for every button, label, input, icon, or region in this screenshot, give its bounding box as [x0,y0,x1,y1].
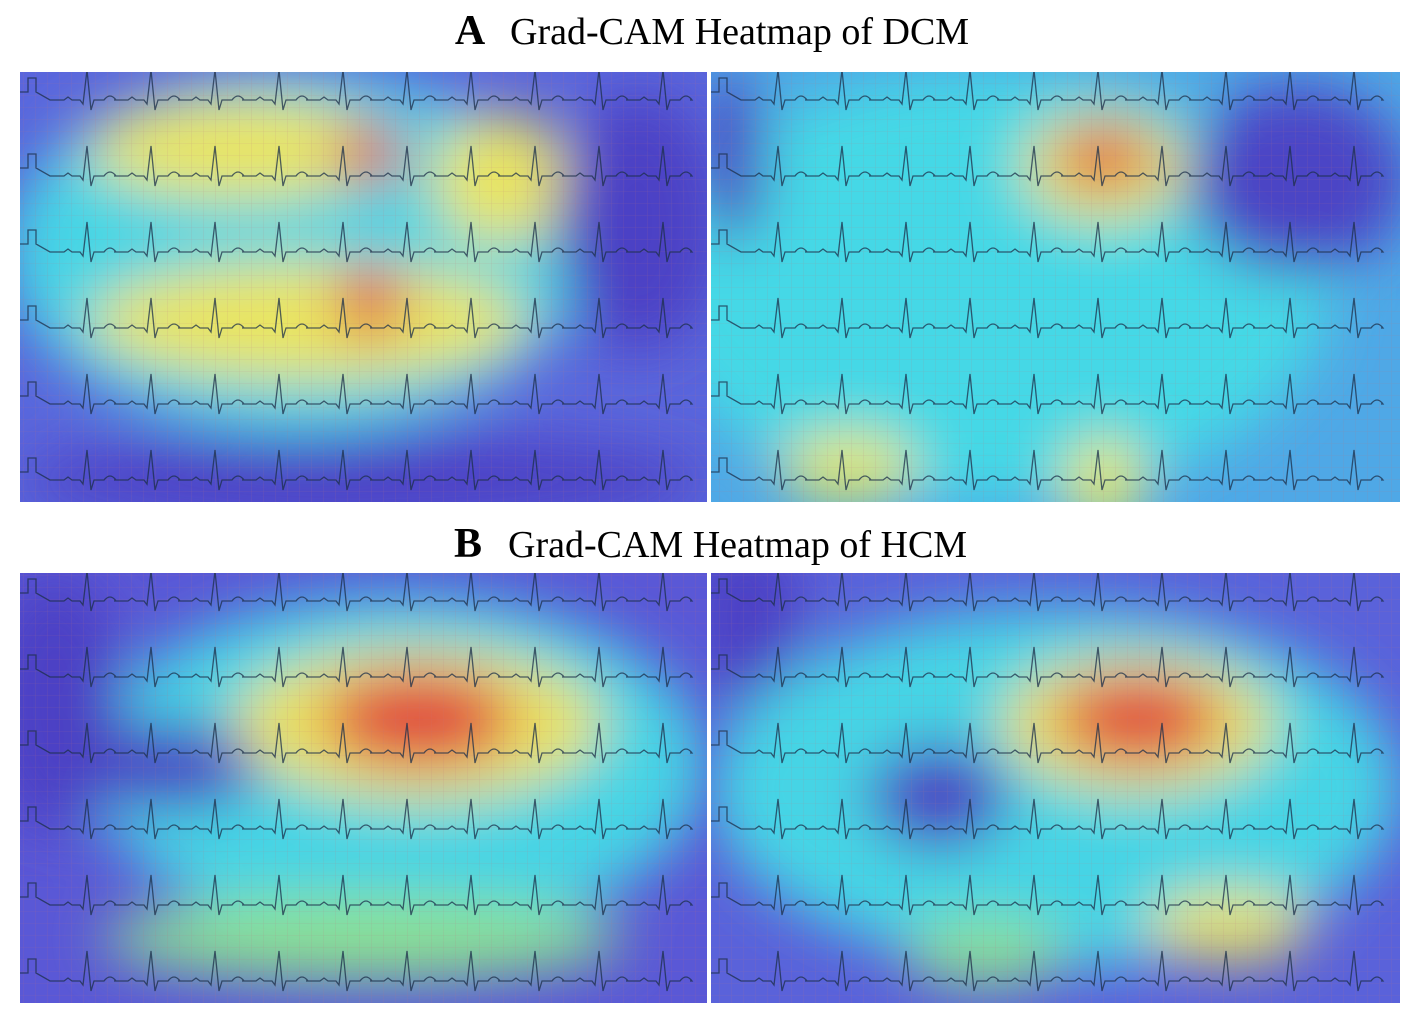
ecg-grid [711,72,1400,502]
ecg-trace [20,573,694,612]
ecg-trace [20,798,694,840]
ecg-panel [20,72,707,502]
ecg-trace [20,145,694,187]
ecg-grid [20,72,707,502]
ecg-trace [711,449,1385,491]
panels [20,72,1400,1003]
section-letter: A [455,8,486,54]
ecg-trace [711,798,1385,840]
ecg-trace [711,297,1385,339]
ecg-trace [20,646,694,688]
ecg-grid [711,573,1400,1003]
ecg-trace [20,722,694,764]
ecg-trace [20,449,694,491]
ecg-trace [20,221,694,263]
ecg-trace [711,950,1385,992]
section-title: Grad-CAM Heatmap of HCM [508,524,967,566]
ecg-trace [20,950,694,992]
ecg-trace [711,646,1385,688]
ecg-trace [711,874,1385,916]
ecg-trace [711,722,1385,764]
ecg-panel [711,573,1400,1003]
ecg-trace [20,297,694,339]
ecg-trace [20,72,694,111]
ecg-trace [711,221,1385,263]
ecg-panel [20,573,707,1003]
ecg-trace [20,373,694,415]
ecg-trace [711,573,1385,612]
ecg-trace [20,874,694,916]
ecg-panel [711,72,1400,502]
ecg-trace [711,373,1385,415]
section-letter: B [454,521,482,567]
ecg-grid [20,573,707,1003]
ecg-trace [711,72,1385,111]
section-title: Grad-CAM Heatmap of DCM [510,11,969,53]
ecg-trace [711,145,1385,187]
